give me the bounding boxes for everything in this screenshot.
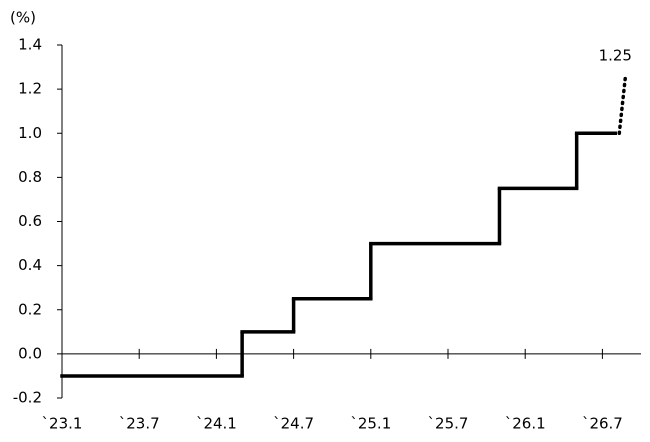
y-tick-label: 0.8: [18, 168, 42, 186]
x-tick-label: `23.1: [42, 415, 83, 433]
y-tick-label: 0.4: [18, 256, 42, 274]
x-tick-label: `24.1: [196, 415, 237, 433]
y-tick-label: 0.6: [18, 212, 42, 230]
x-tick-label: `25.1: [350, 415, 391, 433]
y-tick-label: 0.0: [18, 344, 42, 362]
x-tick-label: `26.1: [505, 415, 546, 433]
x-tick-label: `25.7: [428, 415, 469, 433]
x-tick-label: `26.7: [582, 415, 623, 433]
x-tick-label: `23.7: [119, 415, 160, 433]
y-tick-label: 1.4: [18, 36, 42, 54]
y-tick-label: 0.2: [18, 300, 42, 318]
y-tick-label: 1.0: [18, 124, 42, 142]
y-tick-label: -0.2: [13, 389, 42, 407]
y-axis-label: (%): [10, 9, 36, 27]
outlook-step: [617, 76, 628, 135]
data-label: 1.25: [599, 47, 632, 65]
x-tick-label: `24.7: [273, 415, 314, 433]
y-tick-label: 1.2: [18, 80, 42, 98]
